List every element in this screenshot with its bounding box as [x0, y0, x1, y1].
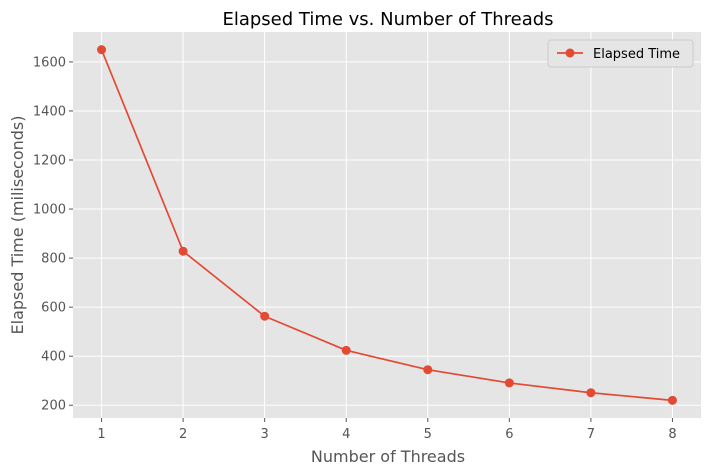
x-tick-label: 8 — [668, 427, 676, 442]
data-point — [260, 311, 270, 321]
y-axis-label: Elapsed Time (miliseconds) — [8, 116, 27, 335]
x-axis-ticks: 1 2 3 4 5 6 7 8 — [97, 418, 677, 442]
data-point — [341, 345, 351, 355]
series-layer — [97, 45, 677, 405]
x-tick-label: 1 — [97, 427, 105, 442]
data-point — [97, 45, 107, 55]
x-tick-label: 5 — [424, 427, 432, 442]
data-point — [586, 388, 596, 398]
series-line — [100, 49, 673, 402]
y-tick-label: 400 — [41, 350, 66, 365]
y-axis-ticks: 200 400 600 800 1000 1200 1400 1600 — [33, 55, 73, 414]
y-tick-label: 800 — [41, 252, 66, 267]
y-tick-label: 1600 — [33, 55, 66, 70]
y-tick-label: 1400 — [33, 104, 66, 119]
legend-label: Elapsed Time — [593, 47, 680, 62]
plot-area — [73, 32, 701, 418]
legend-box — [547, 39, 694, 68]
data-point — [178, 246, 188, 256]
data-point — [423, 365, 433, 375]
x-tick-label: 6 — [505, 427, 513, 442]
x-axis-label: Number of Threads — [311, 447, 465, 466]
y-tick-label: 1200 — [33, 154, 66, 169]
y-tick-label: 1000 — [33, 203, 66, 218]
x-tick-label: 4 — [342, 427, 350, 442]
legend: Elapsed Time — [547, 39, 694, 68]
x-tick-label: 3 — [261, 427, 269, 442]
chart-title: Elapsed Time vs. Number of Threads — [222, 9, 553, 30]
y-tick-label: 600 — [41, 301, 66, 316]
data-point — [667, 395, 677, 405]
x-tick-label: 7 — [587, 427, 595, 442]
y-tick-label: 200 — [41, 399, 66, 414]
x-tick-label: 2 — [179, 427, 187, 442]
legend-marker — [565, 48, 575, 58]
data-point — [504, 378, 514, 388]
